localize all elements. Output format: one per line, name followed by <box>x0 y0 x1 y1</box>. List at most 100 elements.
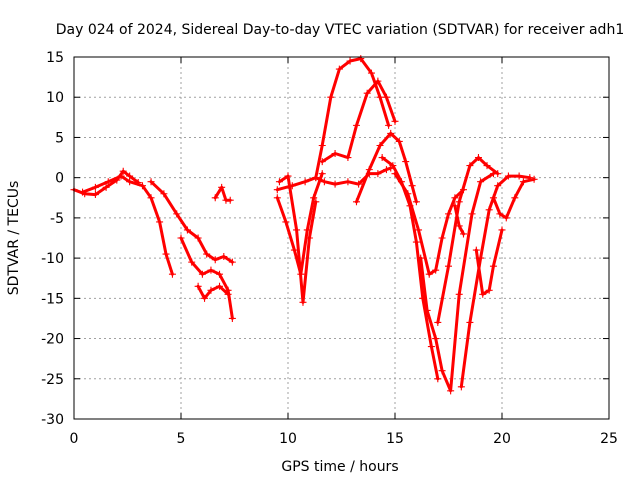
data-point <box>318 141 326 149</box>
data-series <box>70 55 538 395</box>
data-point <box>432 266 440 274</box>
data-point <box>474 154 482 162</box>
data-point <box>404 190 412 198</box>
data-point <box>104 178 112 186</box>
series-arc-b <box>79 172 176 278</box>
x-axis-label: GPS time / hours <box>281 459 398 475</box>
series-line <box>355 131 418 204</box>
y-tick-label: 0 <box>55 171 64 187</box>
data-point <box>515 172 523 180</box>
data-point <box>455 198 463 206</box>
data-point <box>346 57 354 65</box>
data-point <box>457 383 465 391</box>
data-point <box>387 129 395 137</box>
data-point <box>477 178 485 186</box>
data-point <box>273 194 281 202</box>
data-point <box>119 167 127 175</box>
data-point <box>344 154 352 162</box>
series-line <box>277 174 318 304</box>
data-point <box>479 290 487 298</box>
series-arc-o <box>417 170 497 395</box>
series-line <box>275 166 393 192</box>
data-point <box>207 266 215 274</box>
data-point <box>502 214 510 222</box>
x-tick-label: 20 <box>493 431 511 447</box>
y-tick-label: 10 <box>46 90 64 106</box>
data-point <box>216 282 224 290</box>
data-point <box>318 170 326 178</box>
data-point <box>310 194 318 202</box>
data-point <box>472 246 480 254</box>
data-point <box>312 174 320 182</box>
data-point <box>378 154 386 162</box>
data-point <box>402 158 410 166</box>
data-point <box>367 69 375 77</box>
data-point <box>194 282 202 290</box>
data-point <box>466 318 474 326</box>
data-point <box>162 250 170 258</box>
data-point <box>290 246 298 254</box>
data-point <box>126 178 134 186</box>
series-arc-c <box>147 178 236 266</box>
data-point <box>228 314 236 322</box>
data-point <box>177 234 185 242</box>
data-point <box>496 210 504 218</box>
data-point <box>438 234 446 242</box>
data-point <box>352 121 360 129</box>
data-point <box>365 166 373 174</box>
data-point <box>117 172 125 180</box>
y-tick-label: 5 <box>55 130 64 146</box>
y-tick-label: -25 <box>41 372 64 388</box>
series-arc-e <box>194 282 232 302</box>
data-point <box>201 294 209 302</box>
data-point <box>138 182 146 190</box>
data-point <box>459 230 467 238</box>
data-point <box>275 178 283 186</box>
data-point <box>389 162 397 170</box>
chart-title: Day 024 of 2024, Sidereal Day-to-day VTE… <box>56 22 624 38</box>
y-tick-label: -20 <box>41 332 64 348</box>
data-point <box>408 182 416 190</box>
data-point <box>455 222 463 230</box>
data-point <box>211 256 219 264</box>
y-axis-label: SDTVAR / TECUs <box>6 181 22 296</box>
data-point <box>335 65 343 73</box>
data-point <box>91 183 99 191</box>
data-point <box>438 367 446 375</box>
data-point <box>434 318 442 326</box>
series-arc-i <box>273 164 395 194</box>
data-point <box>198 270 206 278</box>
axis-ticks <box>73 56 610 420</box>
x-tick-label: 10 <box>279 431 297 447</box>
data-point <box>415 226 423 234</box>
y-tick-labels: 15 10 5 0 -5 -10 -15 -20 -25 -30 <box>41 50 64 428</box>
data-point <box>412 238 420 246</box>
data-point <box>451 202 459 210</box>
y-tick-label: -15 <box>41 291 64 307</box>
data-point <box>91 191 99 199</box>
data-point <box>423 306 431 314</box>
data-point <box>489 262 497 270</box>
data-point <box>432 335 440 343</box>
data-point <box>305 234 313 242</box>
data-point <box>374 77 382 85</box>
data-point <box>466 162 474 170</box>
data-point <box>412 198 420 206</box>
data-point <box>483 162 491 170</box>
series-arc-s <box>489 175 538 222</box>
data-point <box>427 343 435 351</box>
series-arc-n <box>391 170 467 278</box>
data-point <box>218 183 226 191</box>
data-point <box>147 178 155 186</box>
data-point <box>376 93 384 101</box>
data-point <box>273 186 281 194</box>
data-point <box>102 183 110 191</box>
data-point <box>173 210 181 218</box>
data-point <box>417 254 425 262</box>
data-point <box>363 89 371 97</box>
data-point <box>451 194 459 202</box>
y-tick-label: 15 <box>46 50 64 66</box>
data-point <box>156 218 164 226</box>
data-point <box>224 290 232 298</box>
